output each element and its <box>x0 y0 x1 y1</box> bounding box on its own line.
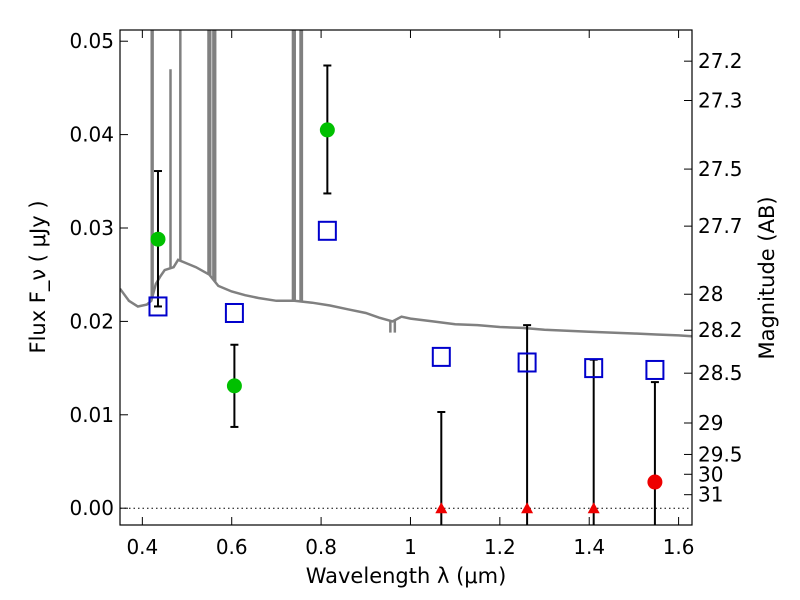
magnitude-tick-label: 27.3 <box>698 88 743 112</box>
y-tick-label: 0.02 <box>69 309 114 333</box>
x-tick-label: 0.6 <box>216 535 248 559</box>
y-tick-label: 0.01 <box>69 403 114 427</box>
y-axis-ticks: 0.00 0.01 0.02 0.03 0.04 0.05 <box>69 29 128 520</box>
marker-layer <box>148 122 665 514</box>
plot-frame <box>119 29 693 526</box>
magnitude-tick-label: 31 <box>698 483 723 507</box>
x-tick-label: 1.6 <box>663 535 695 559</box>
model-photometry-square <box>148 296 168 317</box>
model-photometry-square <box>645 359 665 380</box>
magnitude-tick-label: 27.2 <box>698 49 743 73</box>
magnitude-tick-label: 27.5 <box>698 157 743 181</box>
magnitude-tick-label: 30 <box>698 462 723 486</box>
detection-point <box>319 122 335 138</box>
magnitude-tick-label: 29.5 <box>698 442 743 466</box>
upper-limit-triangle <box>435 502 448 514</box>
y-tick-label: 0.04 <box>69 123 114 147</box>
magnitude-tick-label: 27.7 <box>698 214 743 238</box>
magnitude-tick-label: 28.5 <box>698 361 743 385</box>
model-photometry-square <box>224 302 244 323</box>
x-tick-label: 1 <box>404 535 417 559</box>
upper-limit-point <box>647 474 663 490</box>
x-tick-label: 1.2 <box>484 535 516 559</box>
upper-limit-triangle <box>521 502 534 514</box>
plot-frame-fill <box>120 30 692 525</box>
x-tick-label: 0.8 <box>305 535 337 559</box>
magnitude-tick-label: 28.2 <box>698 318 743 342</box>
x-tick-label: 1.4 <box>573 535 605 559</box>
detection-point <box>226 378 242 394</box>
magnitude-tick-label: 28 <box>698 282 723 306</box>
model-photometry-square <box>517 352 537 373</box>
model-photometry-square <box>431 346 451 367</box>
magnitude-axis-label: Magnitude (AB) <box>755 196 779 359</box>
upper-limit-triangle <box>587 502 600 514</box>
plot-area <box>119 29 693 526</box>
y-tick-label: 0.03 <box>69 216 114 240</box>
x-axis-label: Wavelength λ (μm) <box>306 564 507 588</box>
model-photometry-square <box>584 358 604 379</box>
x-tick-label: 0.4 <box>126 535 158 559</box>
y-tick-label: 0.00 <box>69 496 114 520</box>
x-axis-ticks: 0.4 0.6 0.8 1 1.2 1.4 1.6 <box>126 30 695 559</box>
y-axis-label: Flux F_ν ( μJy ) <box>26 200 51 353</box>
y-tick-label: 0.05 <box>69 29 114 53</box>
model-photometry-square <box>317 220 337 241</box>
sed-layer <box>120 30 692 338</box>
sed-continuum <box>120 258 692 338</box>
magnitude-tick-label: 29 <box>698 411 723 435</box>
detection-point <box>150 231 166 247</box>
